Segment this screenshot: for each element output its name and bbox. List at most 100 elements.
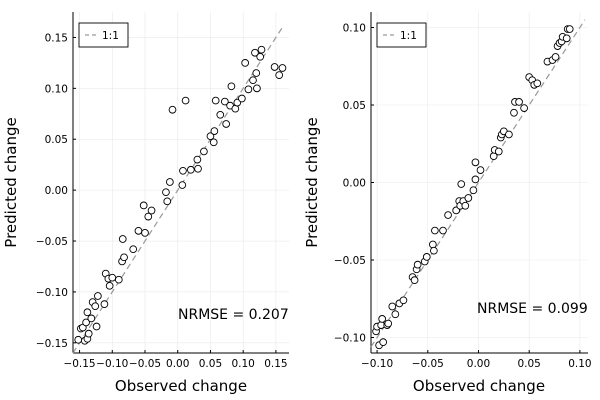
- data-point: [210, 127, 219, 135]
- y-tick-label: 0.00: [45, 185, 68, 197]
- data-point: [249, 76, 257, 85]
- data-point: [257, 45, 266, 54]
- x-tick-label: 0.00: [467, 358, 490, 370]
- legend-label: 1:1: [400, 30, 417, 42]
- data-point: [253, 84, 261, 93]
- y-tick-label: −0.05: [334, 255, 366, 267]
- y-tick-label: −0.15: [36, 338, 68, 350]
- data-point: [144, 212, 153, 221]
- data-point: [129, 245, 138, 254]
- y-axis-label: Predicted change: [303, 117, 321, 247]
- data-point: [520, 104, 528, 112]
- x-tick-label: −0.10: [361, 358, 393, 370]
- data-point: [178, 181, 187, 189]
- data-point: [429, 240, 437, 249]
- data-point: [413, 260, 422, 269]
- data-point: [551, 53, 560, 61]
- data-point: [87, 314, 96, 323]
- nrmse-annotation: NRMSE = 0.099: [477, 301, 588, 317]
- data-point: [200, 147, 208, 156]
- x-tick-label: 0.15: [264, 358, 287, 370]
- data-point: [430, 246, 438, 255]
- right-scatter-panel: −0.10 −0.05 0.00 0.05 0.10 −0.10 −0.05 0.00 0.05…: [303, 12, 592, 395]
- x-tick-label: 0.05: [199, 358, 222, 370]
- data-point: [476, 166, 485, 174]
- data-point: [244, 85, 253, 94]
- x-tick-label: 0.00: [166, 358, 189, 370]
- x-tick-label: 0.10: [568, 358, 591, 370]
- data-point: [74, 335, 83, 344]
- reference-line-1-1: [370, 19, 586, 348]
- data-point: [92, 322, 101, 331]
- data-point: [270, 63, 279, 71]
- x-tick-label: 0.05: [517, 358, 540, 370]
- x-axis-label: Observed change: [115, 377, 247, 395]
- data-point: [533, 79, 542, 88]
- data-point: [251, 48, 259, 57]
- left-scatter-panel: −0.15 −0.10 −0.05 0.00 0.05 0.10 0.15−0.15−0.1…: [2, 12, 289, 395]
- data-point: [227, 82, 236, 91]
- y-tick-label: −0.05: [36, 236, 68, 248]
- data-point: [457, 180, 466, 188]
- data-point: [399, 296, 408, 305]
- data-point: [391, 310, 400, 319]
- legend-label: 1:1: [102, 30, 119, 42]
- data-point: [256, 52, 265, 61]
- y-tick-label: 0.05: [343, 100, 366, 112]
- data-point: [439, 226, 447, 235]
- data-point: [241, 59, 249, 67]
- data-point: [464, 194, 473, 202]
- nrmse-annotation: NRMSE = 0.207: [178, 307, 289, 323]
- data-point: [166, 178, 174, 186]
- data-point: [471, 158, 480, 167]
- reference-line-1-1: [72, 26, 283, 354]
- data-point: [94, 292, 102, 300]
- data-point: [431, 226, 439, 235]
- data-point: [410, 276, 419, 285]
- data-point: [108, 273, 117, 282]
- data-point: [91, 302, 100, 311]
- data-point: [222, 120, 231, 128]
- data-point: [221, 97, 229, 106]
- data-point: [378, 315, 387, 323]
- data-point: [186, 165, 195, 174]
- data-point: [388, 302, 397, 311]
- data-point: [162, 188, 170, 197]
- y-tick-label: 0.10: [45, 83, 68, 95]
- x-axis-label: Observed change: [413, 377, 545, 395]
- data-point: [141, 229, 149, 237]
- data-point: [469, 186, 478, 195]
- data-point: [278, 64, 287, 72]
- data-point: [193, 155, 202, 164]
- data-point: [194, 164, 202, 173]
- data-point: [120, 253, 128, 262]
- data-point: [134, 227, 143, 235]
- data-point: [100, 300, 109, 308]
- data-point: [275, 71, 284, 79]
- data-point: [238, 94, 246, 103]
- data-point: [147, 206, 156, 215]
- data-point: [83, 308, 92, 317]
- data-point: [163, 197, 172, 206]
- y-tick-label: 0.10: [343, 23, 366, 35]
- data-point: [510, 108, 518, 117]
- y-tick-label: −0.10: [334, 333, 366, 345]
- y-tick-label: −0.10: [36, 287, 68, 299]
- data-point: [181, 96, 190, 105]
- x-tick-label: −0.05: [129, 358, 161, 370]
- data-point: [379, 338, 388, 347]
- y-tick-label: 0.05: [45, 134, 68, 146]
- y-axis-label: Predicted change: [2, 117, 20, 247]
- y-tick-label: 0.15: [45, 32, 68, 44]
- data-point: [179, 166, 187, 175]
- data-point: [461, 201, 470, 210]
- data-point: [168, 105, 177, 114]
- data-point: [471, 175, 480, 184]
- data-point: [216, 110, 225, 119]
- data-point: [562, 34, 571, 43]
- x-tick-label: −0.10: [96, 358, 128, 370]
- data-point: [139, 201, 148, 210]
- data-point: [444, 211, 452, 219]
- data-point: [209, 138, 218, 147]
